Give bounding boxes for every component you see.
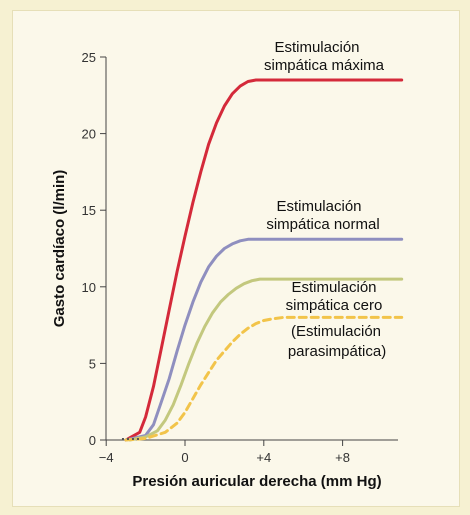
series-line-4 [124, 315, 404, 442]
annotation-normal-line2: simpática normal [266, 216, 379, 233]
annotation-zero-line1: Estimulación [291, 279, 376, 296]
x-axis-title: Presión auricular derecha (mm Hg) [132, 473, 381, 490]
x-tick-label: +4 [256, 450, 271, 465]
annotation-zero-line2: simpática cero [286, 297, 383, 314]
annotation-max-line1: Estimulación [274, 39, 359, 56]
y-tick-label: 0 [89, 433, 96, 448]
y-tick-label: 25 [82, 50, 96, 65]
series-line-2 [124, 237, 404, 442]
y-tick-label: 10 [82, 280, 96, 295]
series-line-3 [128, 277, 404, 442]
x-tick-label: +8 [335, 450, 350, 465]
y-tick-label: 5 [89, 356, 96, 371]
annotation-para-line2: parasimpática) [288, 343, 386, 360]
annotation-max-line2: simpática máxima [264, 57, 385, 74]
annotation-para-line1: (Estimulación [291, 323, 381, 340]
series-lines [121, 78, 404, 442]
x-tick-label: −4 [99, 450, 114, 465]
y-axis-title: Gasto cardíaco (l/min) [51, 170, 68, 328]
axes [105, 57, 398, 441]
y-tick-label: 20 [82, 127, 96, 142]
y-tick-label: 15 [82, 203, 96, 218]
series-line-1 [124, 78, 404, 442]
annotation-normal-line1: Estimulación [276, 198, 361, 215]
x-tick-label: 0 [181, 450, 188, 465]
figure-frame [12, 10, 460, 507]
